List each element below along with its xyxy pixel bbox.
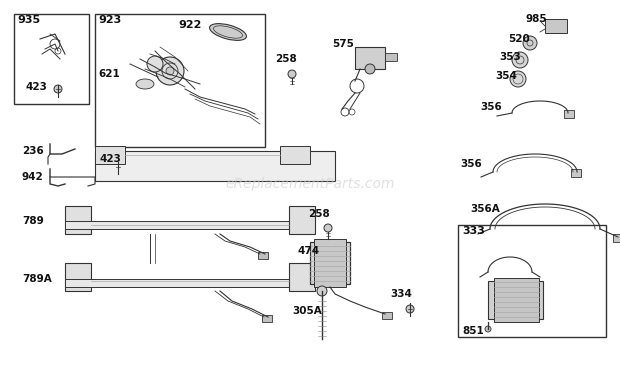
Bar (65, 221, 315, 229)
Bar (289, 206, 315, 234)
Circle shape (166, 67, 174, 75)
Text: 305A: 305A (292, 306, 322, 316)
Bar (95, 151, 335, 181)
Bar (262, 315, 272, 322)
Bar (95, 14, 265, 147)
Bar (14, 14, 89, 104)
Text: 334: 334 (390, 289, 412, 299)
Circle shape (317, 286, 327, 296)
Bar (355, 47, 385, 69)
Bar (280, 146, 310, 164)
Bar (65, 263, 91, 291)
Circle shape (288, 70, 296, 78)
Text: 621: 621 (98, 69, 120, 79)
Text: 353: 353 (499, 52, 521, 62)
Bar (564, 110, 574, 118)
Text: 423: 423 (25, 82, 47, 92)
Text: 575: 575 (332, 39, 354, 49)
Bar (613, 234, 620, 242)
Text: 333: 333 (462, 226, 485, 236)
Text: 935: 935 (17, 15, 40, 25)
Bar (65, 279, 315, 287)
Text: 236: 236 (22, 146, 44, 156)
Text: 356A: 356A (470, 204, 500, 214)
Bar (385, 53, 397, 61)
Ellipse shape (210, 24, 246, 40)
Circle shape (156, 57, 184, 85)
Text: eReplacementParts.com: eReplacementParts.com (225, 177, 395, 191)
Text: 356: 356 (460, 159, 482, 169)
Circle shape (406, 305, 414, 313)
Text: 520: 520 (508, 34, 529, 44)
Circle shape (512, 52, 528, 68)
Circle shape (324, 224, 332, 232)
Text: 923: 923 (98, 15, 122, 25)
Bar (289, 263, 315, 291)
Circle shape (54, 85, 62, 93)
Text: 985: 985 (525, 14, 547, 24)
Circle shape (147, 56, 163, 72)
Text: 356: 356 (480, 102, 502, 112)
Text: 942: 942 (22, 172, 44, 182)
Text: 474: 474 (298, 246, 320, 256)
Bar (571, 169, 581, 177)
Text: 354: 354 (495, 71, 517, 81)
Bar (494, 278, 539, 322)
Text: 851: 851 (462, 326, 484, 336)
Circle shape (523, 36, 537, 50)
Bar (95, 146, 125, 164)
Bar (382, 312, 392, 319)
Circle shape (365, 64, 375, 74)
Text: 258: 258 (308, 209, 330, 219)
Circle shape (510, 71, 526, 87)
Text: 789: 789 (22, 216, 44, 226)
Ellipse shape (136, 79, 154, 89)
Text: 789A: 789A (22, 274, 51, 284)
Circle shape (114, 163, 122, 171)
Bar (488, 281, 543, 319)
Text: 423: 423 (100, 154, 122, 164)
Bar (310, 242, 350, 284)
Bar (314, 239, 346, 287)
Text: 922: 922 (178, 20, 202, 30)
Bar (258, 252, 268, 259)
Bar (545, 19, 567, 33)
Bar (458, 225, 606, 337)
Bar (65, 206, 91, 234)
Text: 258: 258 (275, 54, 297, 64)
Circle shape (485, 326, 491, 332)
